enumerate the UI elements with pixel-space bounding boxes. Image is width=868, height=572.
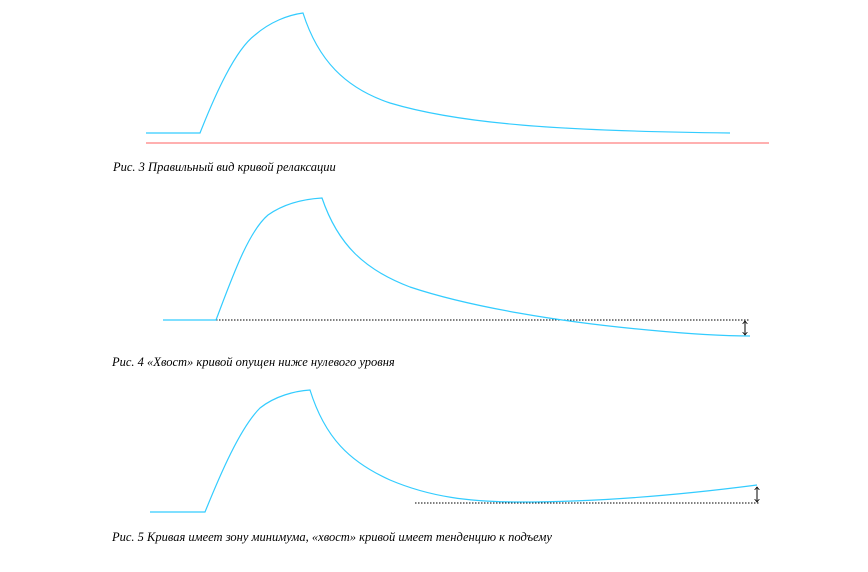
relaxation-curve [150, 389, 758, 513]
figure-3 [146, 12, 769, 144]
relaxation-curve [146, 12, 731, 134]
relaxation-curve [163, 197, 751, 337]
figure-5-caption: Рис. 5 Кривая имеет зону минимума, «хвос… [112, 530, 552, 544]
figure-3-caption: Рис. 3 Правильный вид кривой релаксации [113, 160, 336, 174]
figure-4 [163, 197, 751, 337]
figure-4-caption: Рис. 4 «Хвост» кривой опущен ниже нулево… [112, 355, 395, 369]
figure-5 [150, 389, 760, 513]
